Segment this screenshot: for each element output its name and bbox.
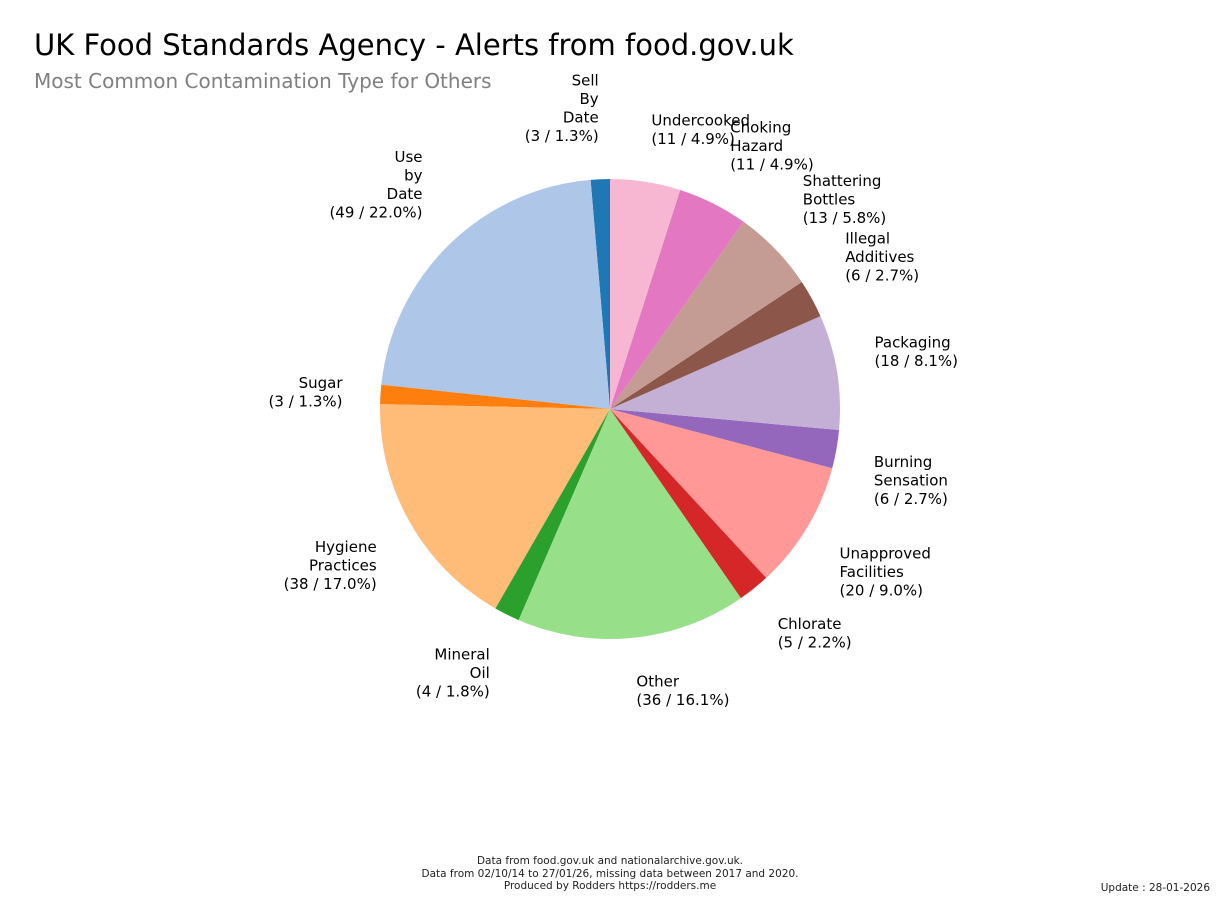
- pie-label-hygiene-practices: Hygiene Practices (38 / 17.0%): [284, 538, 377, 593]
- pie-slice-shattering-bottles: [610, 221, 802, 409]
- pie-slices: [379, 179, 841, 639]
- pie-slice-burning-sensation: [610, 409, 840, 469]
- pie-label-unapproved-facilities: Unapproved Facilities (20 / 9.0%): [840, 544, 931, 599]
- pie-label-chlorate: Chlorate (5 / 2.2%): [778, 615, 852, 652]
- pie-slice-hygiene-practices: [379, 404, 610, 609]
- pie-label-other: Other (36 / 16.1%): [636, 673, 729, 710]
- footer-line-3: Produced by Rodders https://rodders.me: [503, 880, 717, 892]
- pie-slice-chlorate: [610, 409, 767, 599]
- pie-slice-use-by-date: [381, 179, 610, 409]
- footer-line-1: Data from food.gov.uk and nationalarchiv…: [476, 855, 744, 867]
- pie-slice-other: [518, 409, 741, 639]
- pie-label-burning-sensation: Burning Sensation (6 / 2.7%): [874, 453, 948, 508]
- pie-slice-unapproved-facilities: [610, 409, 833, 578]
- footer-line-2: Data from 02/10/14 to 27/01/26, missing …: [421, 867, 799, 880]
- pie-slice-undercooked: [610, 179, 681, 409]
- pie-labels: Sell By Date (3 / 1.3%) Use by Date (49 / 22.0%…: [269, 72, 958, 710]
- chart-subtitle: Most Common Contamination Type for Other…: [34, 69, 492, 93]
- pie-label-mineral-oil: Mineral Oil (4 / 1.8%): [416, 646, 490, 701]
- pie-label-illegal-additives: Illegal Additives (6 / 2.7%): [845, 230, 919, 285]
- footer-notes: Data from food.gov.uk and nationalarchiv…: [0, 855, 1220, 893]
- pie-slice-illegal-additives: [610, 282, 821, 409]
- pie-slice-packaging: [610, 316, 841, 431]
- pie-label-shattering-bottles: Shattering Bottles (13 / 5.8%): [803, 172, 887, 227]
- pie-label-choking-hazard: Choking Hazard (11 / 4.9%): [730, 118, 814, 173]
- pie-label-packaging: Packaging (18 / 8.1%): [875, 333, 959, 370]
- pie-label-undercooked: Undercooked (11 / 4.9%): [651, 112, 750, 149]
- pie-slice-mineral-oil: [495, 409, 610, 621]
- pie-label-sell-by-date: Sell By Date (3 / 1.3%): [525, 72, 599, 146]
- update-date: Update : 28-01-2026: [1100, 882, 1210, 894]
- pie-slice-sugar: [380, 384, 610, 409]
- pie-label-use-by-date: Use by Date (49 / 22.0%): [329, 148, 422, 222]
- pie-slice-choking-hazard: [610, 189, 744, 409]
- pie-slice-sell-by-date: [590, 179, 610, 409]
- chart-title: UK Food Standards Agency - Alerts from f…: [34, 28, 794, 62]
- pie-label-sugar: Sugar (3 / 1.3%): [269, 374, 344, 411]
